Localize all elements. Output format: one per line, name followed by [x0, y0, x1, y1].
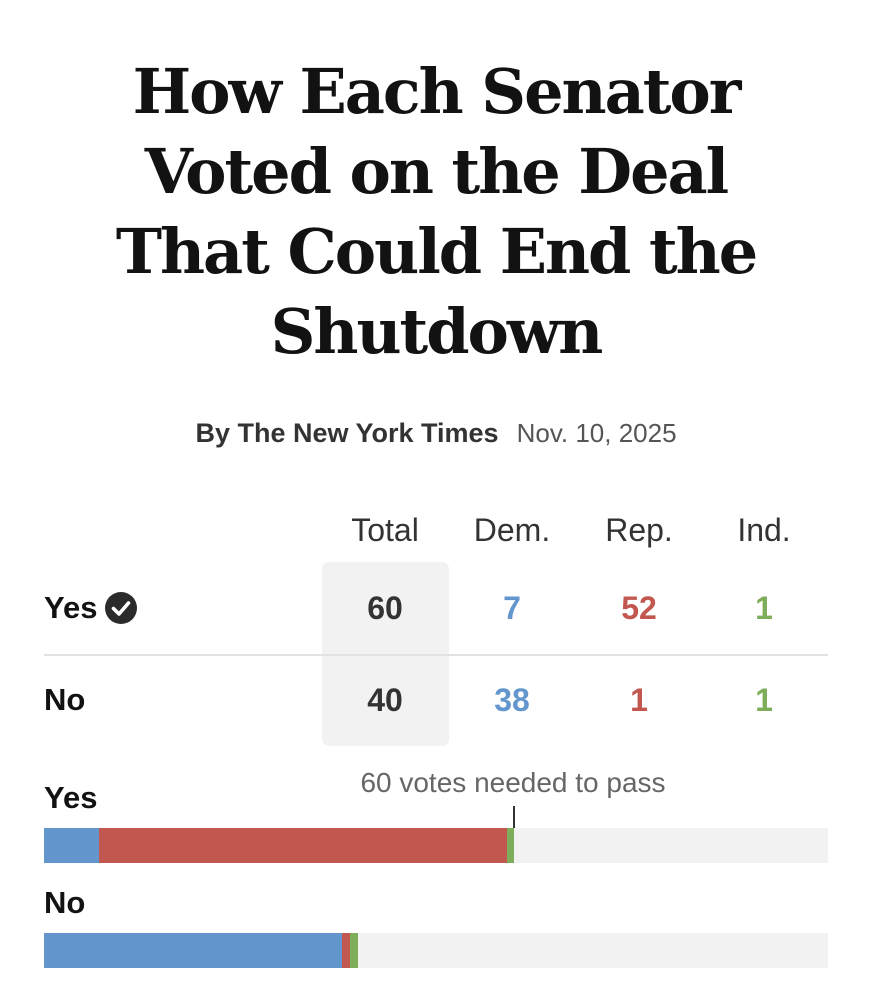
column-header-total: Total [351, 512, 419, 548]
bar-segment-yes-rep [98, 828, 507, 863]
no-dem: 38 [494, 682, 530, 718]
threshold-tick [513, 806, 516, 828]
headline: How Each Senator Voted on the Deal That … [115, 55, 758, 368]
bar-label-yes: Yes [44, 780, 98, 815]
publish-date: Nov. 10, 2025 [516, 418, 677, 448]
column-header-dem: Dem. [473, 512, 551, 548]
bar-segment-no-rep [341, 933, 350, 968]
bar-segment-yes-dem [44, 828, 99, 863]
bar-segment-no-ind [349, 933, 358, 968]
yes-dem: 7 [503, 590, 521, 626]
row-label-yes: Yes [44, 588, 138, 628]
bar-track-yes [44, 828, 828, 863]
check-circle-icon [105, 592, 138, 624]
yes-rep: 52 [621, 590, 657, 626]
bar-segment-no-dem [44, 933, 342, 968]
byline-row: By The New York Times Nov. 10, 2025 [0, 418, 872, 449]
row-label-yes-text: Yes [44, 590, 98, 625]
byline: By The New York Times [195, 418, 499, 448]
column-header-ind: Ind. [737, 512, 791, 548]
bar-track-no [44, 933, 828, 968]
no-total: 40 [367, 682, 403, 718]
row-label-no: No [44, 680, 85, 720]
threshold-label: 60 votes needed to pass [360, 767, 666, 798]
bar-label-no: No [44, 885, 86, 920]
bar-segment-yes-ind [506, 828, 515, 863]
yes-total: 60 [367, 590, 403, 626]
column-header-rep: Rep. [605, 512, 673, 548]
row-label-no-text: No [44, 682, 86, 717]
row-divider [44, 654, 828, 656]
no-rep: 1 [630, 682, 648, 718]
yes-ind: 1 [755, 590, 773, 626]
no-ind: 1 [755, 682, 773, 718]
